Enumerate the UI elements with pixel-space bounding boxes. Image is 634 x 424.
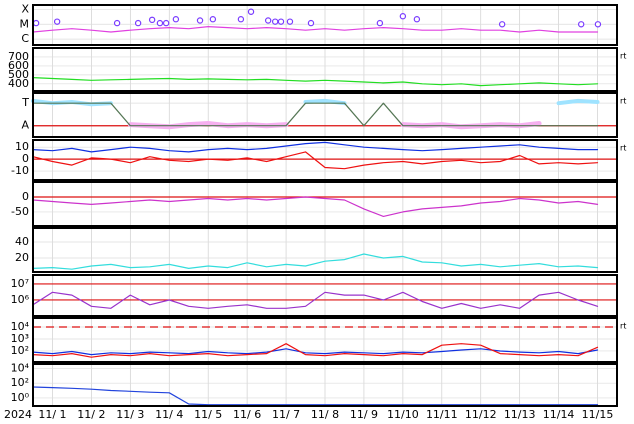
flare-marker [209, 16, 217, 23]
flare-marker [286, 18, 294, 25]
panel-frame [32, 139, 618, 181]
x-tick-label: 11/12 [465, 408, 497, 421]
flare-marker [399, 13, 407, 20]
flare-marker [113, 19, 121, 27]
y-tick-label: X [21, 2, 29, 15]
y-tick-label: 10³ [11, 332, 29, 345]
y-tick-label: 10² [11, 376, 29, 389]
x-tick-label: 11/15 [582, 408, 614, 421]
panel-frame [32, 227, 618, 273]
series-line [32, 26, 599, 33]
flare-marker [162, 19, 170, 27]
flare-marker [577, 21, 585, 28]
panel-frame [32, 274, 618, 317]
x-tick-label: 11/11 [426, 408, 458, 421]
flare-marker [264, 17, 272, 24]
y-tick-label: -10 [11, 164, 29, 177]
flare-marker [271, 18, 279, 25]
panel-frame [32, 181, 618, 227]
x-tick-label: 11/ 1 [38, 408, 66, 421]
flare-marker [172, 16, 180, 23]
flare-marker [53, 18, 61, 25]
y-tick-label: 10⁷ [11, 277, 29, 290]
y-tick-label: 10⁴ [11, 320, 30, 333]
flare-marker [134, 19, 142, 27]
series-line [32, 102, 599, 127]
x-tick-label: 11/ 7 [272, 408, 300, 421]
flare-marker [196, 17, 204, 24]
panel-frame [32, 317, 618, 363]
flare-marker [376, 19, 384, 27]
y-tick-label: A [21, 119, 29, 132]
y-tick-label: 400 [8, 77, 29, 90]
series-line [32, 196, 599, 217]
y-tick-label: 10⁰ [11, 391, 30, 404]
y-tick-label: 500 [8, 68, 29, 81]
panel-frame [32, 4, 618, 46]
y-tick-label: C [21, 32, 29, 45]
y-tick-label: 0 [22, 152, 29, 165]
x-tick-label: 11/ 3 [116, 408, 144, 421]
panel-frame [32, 92, 618, 138]
y-tick-label: M [20, 17, 30, 30]
y-tick-label: -50 [11, 205, 29, 218]
x-tick-label: 11/ 2 [77, 408, 105, 421]
y-tick-label: 10⁶ [11, 293, 30, 306]
x-tick-label: 11/ 6 [233, 408, 261, 421]
series-line [32, 348, 599, 356]
flare-marker [156, 19, 164, 27]
flare-marker [247, 8, 255, 15]
series-line [32, 141, 599, 153]
x-axis-label: 2024 [4, 408, 32, 421]
x-tick-label: 11/10 [387, 408, 419, 421]
flare-marker [498, 21, 506, 28]
flare-marker [594, 21, 602, 28]
panel-note: rt [620, 52, 626, 61]
x-tick-label: 11/13 [504, 408, 536, 421]
panel-note: rt [620, 144, 626, 153]
x-tick-label: 11/ 8 [311, 408, 339, 421]
flare-marker [277, 18, 285, 25]
panel-frame [32, 363, 618, 407]
panel-note: rt [620, 322, 626, 331]
y-tick-label: 10² [11, 344, 29, 357]
x-tick-label: 11/ 4 [155, 408, 183, 421]
y-tick-label: 20 [15, 251, 29, 264]
panel-frame [32, 47, 618, 92]
flare-marker [148, 16, 156, 24]
x-tick-label: 11/14 [543, 408, 575, 421]
panel-note: rt [620, 97, 626, 106]
flare-marker [413, 16, 421, 23]
series-line [32, 386, 599, 406]
y-tick-label: 40 [15, 235, 29, 248]
flare-marker [32, 19, 40, 27]
series-line [31, 98, 600, 107]
y-tick-label: 700 [8, 50, 29, 63]
flare-marker [237, 16, 245, 23]
y-tick-label: T [21, 96, 29, 109]
series-line [32, 253, 599, 270]
y-tick-label: 0 [22, 190, 29, 203]
x-tick-label: 11/ 9 [350, 408, 378, 421]
y-tick-label: 600 [8, 59, 29, 72]
x-tick-label: 11/ 5 [194, 408, 222, 421]
series-line [32, 151, 599, 170]
y-tick-label: 10⁴ [11, 361, 30, 374]
series-line [32, 291, 599, 309]
series-line [32, 343, 599, 358]
flare-marker [307, 19, 315, 27]
y-tick-label: 10 [15, 140, 29, 153]
series-line [32, 77, 599, 87]
